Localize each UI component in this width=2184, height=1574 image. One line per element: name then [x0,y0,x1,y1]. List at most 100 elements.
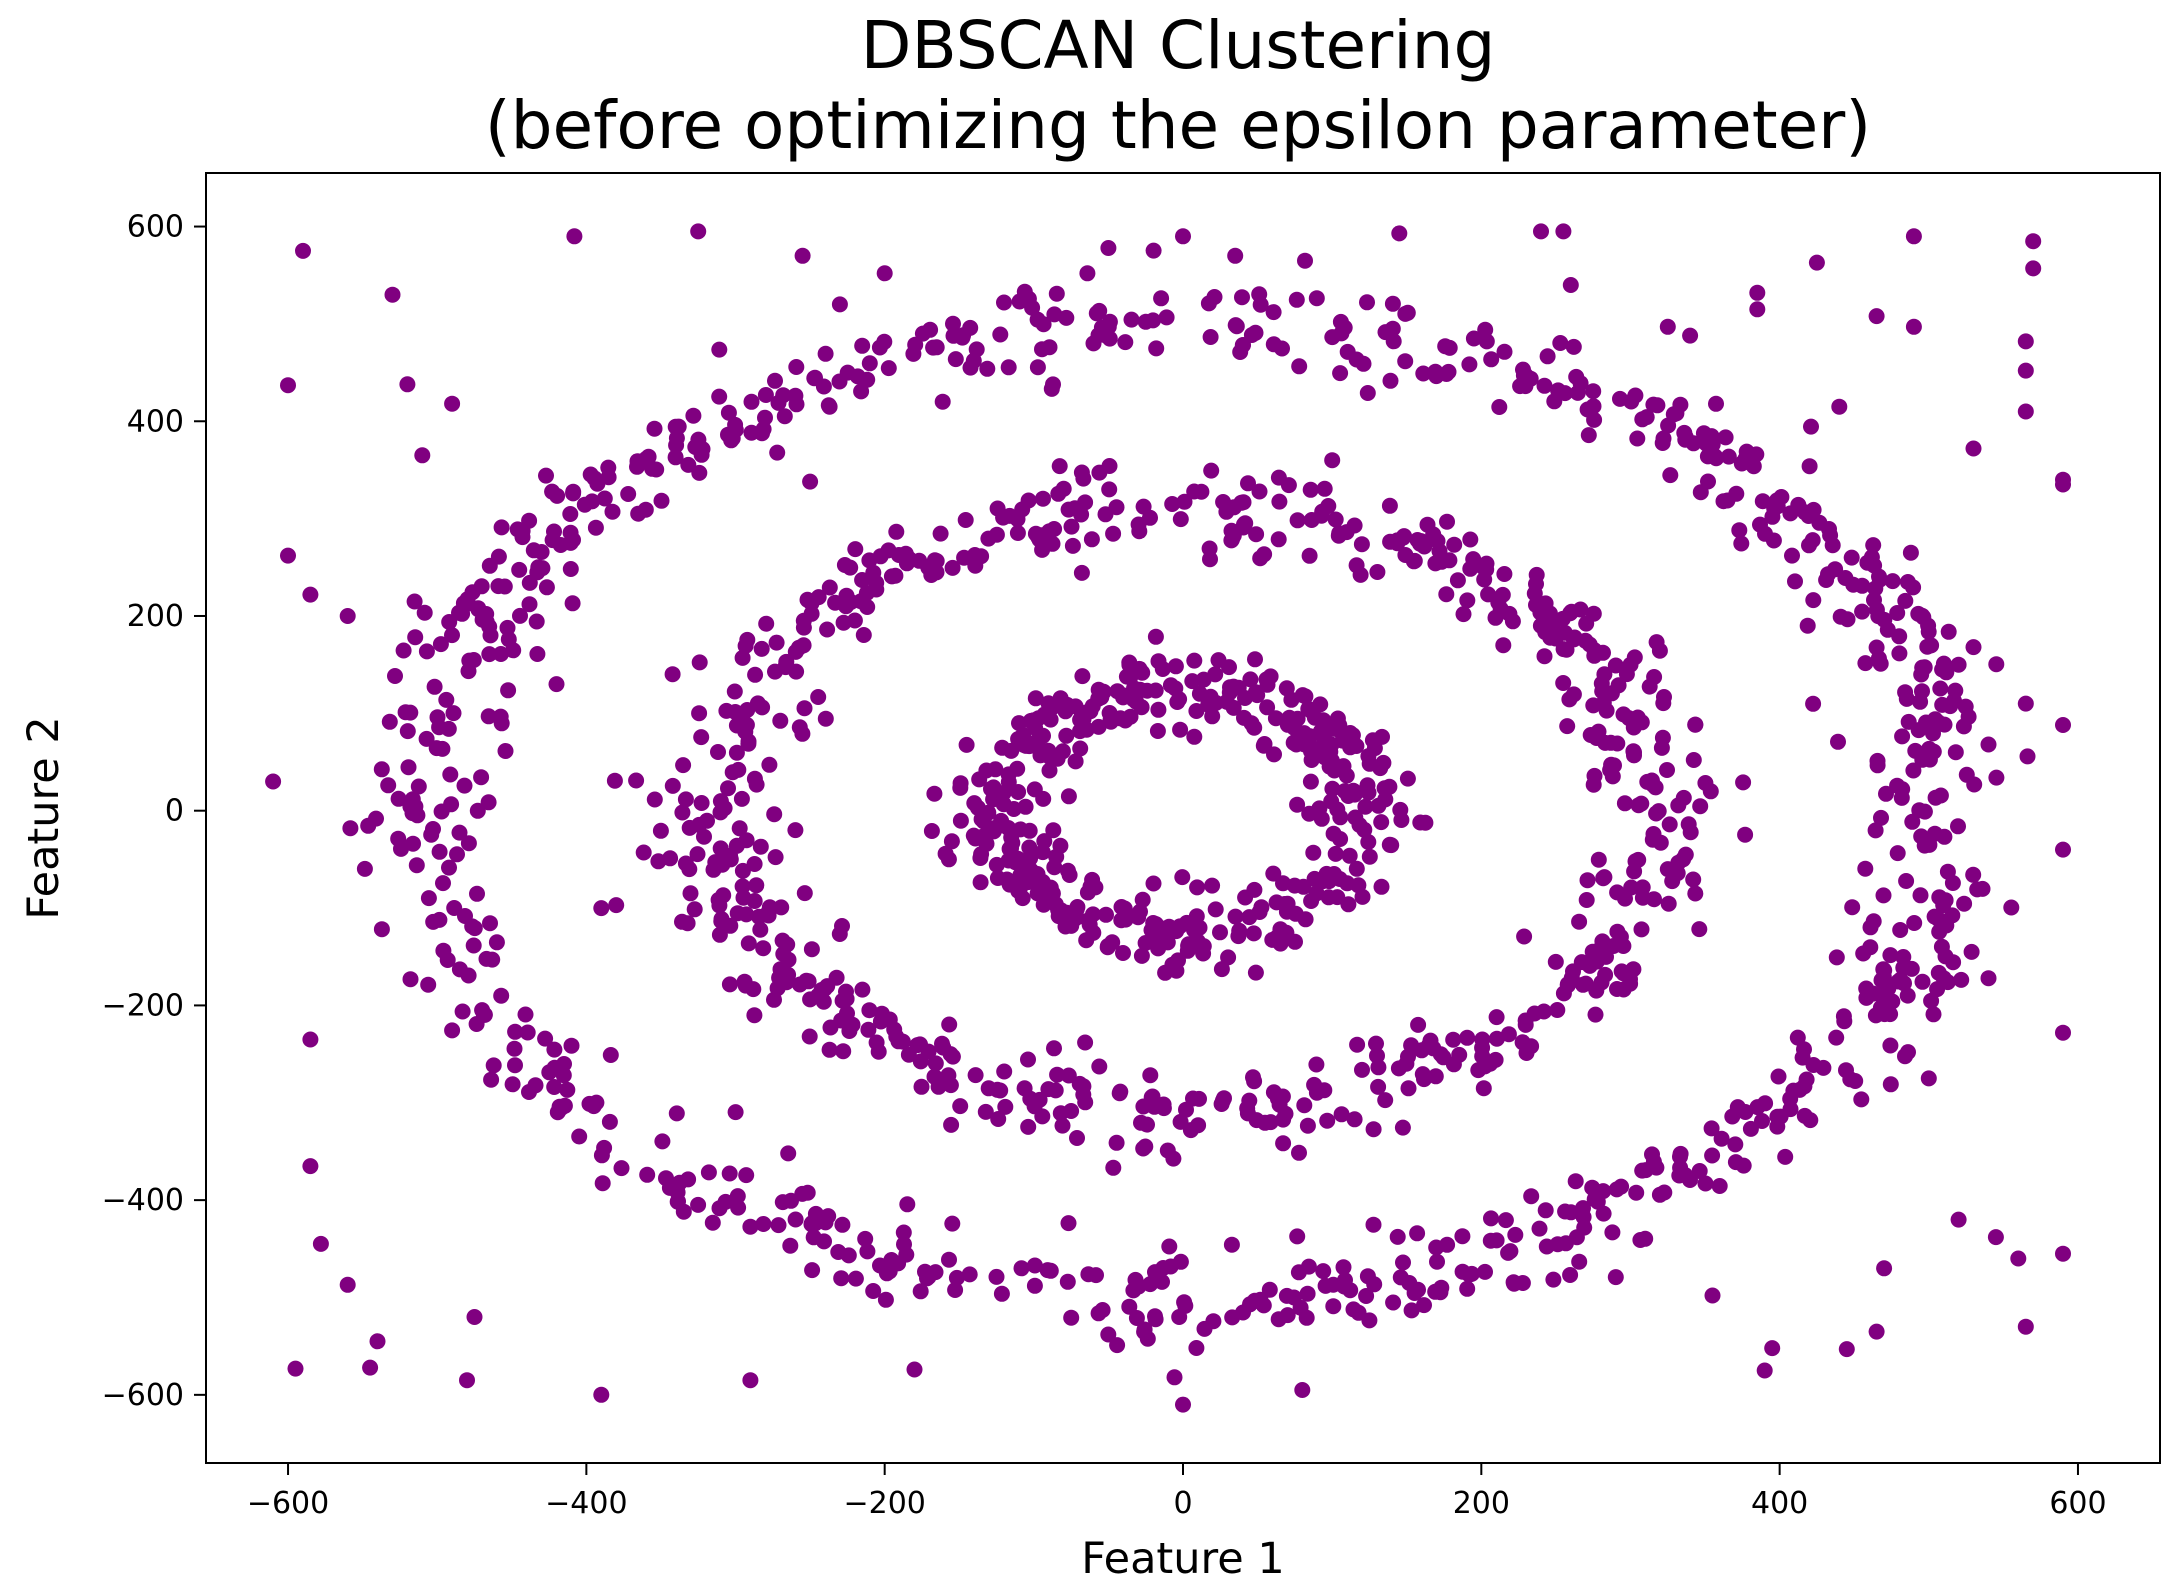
data-point [794,1185,811,1202]
data-point [1802,1112,1819,1129]
data-point [1916,803,1933,820]
data-point [1003,829,1020,846]
data-point [943,833,960,850]
data-point [1549,1002,1566,1018]
data-point [1027,690,1044,707]
data-point [1063,1103,1080,1119]
data-point [1245,925,1262,942]
data-point [972,850,989,866]
data-point [900,1046,917,1063]
data-point [418,643,435,660]
data-point [859,1243,876,1260]
data-point [1897,592,1914,609]
data-point [752,921,769,938]
data-point [1904,813,1921,830]
data-point [1060,1215,1077,1232]
data-point [1488,1009,1505,1026]
data-point [954,329,971,346]
data-point [1953,971,1970,988]
data-point [1302,773,1319,790]
data-point [1352,566,1369,583]
data-point [1072,723,1088,740]
data-point [555,1067,572,1084]
data-point [799,591,816,608]
y-tick-label: 200 [127,599,184,634]
data-point [1359,385,1376,401]
data-point [280,377,296,394]
data-point [1312,696,1329,713]
data-point [444,1022,461,1039]
data-point [1044,535,1061,552]
data-point [521,596,538,613]
data-point [1919,638,1936,655]
data-point [730,1199,747,1216]
data-point [1545,1271,1562,1288]
data-point [1537,1202,1554,1219]
data-point [1278,680,1295,697]
data-point [2055,1024,2071,1041]
data-point [947,1282,964,1298]
data-point [980,530,997,547]
data-point [1857,860,1874,877]
data-point [546,1041,563,1058]
data-point [930,1078,947,1095]
data-point [873,1005,890,1022]
data-point [435,875,451,892]
data-point [996,294,1012,311]
data-point [1361,755,1378,772]
data-point [1223,1236,1240,1253]
data-point [997,1098,1014,1115]
data-point [737,977,754,994]
data-point [1604,1224,1621,1241]
data-point [1359,1268,1376,1285]
data-point [821,1041,838,1058]
data-point [1476,571,1493,588]
data-point [876,265,893,282]
data-point [1361,848,1378,865]
data-point [1608,1181,1625,1198]
data-point [860,1021,877,1038]
data-point [1914,973,1931,990]
data-point [1876,1260,1893,1277]
data-point [1704,1147,1721,1164]
data-point [1799,617,1816,634]
data-point [1039,1262,1056,1279]
data-point [1346,517,1363,534]
data-point [990,1111,1007,1127]
data-point [1496,343,1513,360]
data-point [1828,1029,1845,1046]
data-point [602,1047,619,1063]
data-point [739,702,756,718]
data-point [836,557,853,573]
data-point [1738,443,1755,460]
data-point [787,1211,804,1228]
data-point [1064,537,1081,554]
data-point [1541,605,1558,622]
data-point [1878,785,1894,802]
data-point [2055,476,2071,493]
data-point [1571,1253,1588,1270]
data-point [796,700,813,717]
data-point [449,846,465,863]
data-point [861,355,878,372]
data-point [416,604,433,621]
data-point [710,744,726,760]
data-point [743,424,760,441]
data-point [664,666,681,683]
data-point [1278,1287,1295,1304]
data-point [1752,516,1768,533]
data-point [1042,711,1059,728]
data-point [968,341,985,358]
data-point [1186,652,1203,669]
data-point [562,561,579,577]
data-point [941,1016,958,1033]
data-point [504,1076,521,1093]
data-point [465,937,482,954]
data-point [1801,458,1818,475]
data-point [1288,291,1305,308]
data-point [1406,1285,1423,1301]
data-point [521,1084,537,1100]
data-point [682,885,699,902]
data-point [1150,653,1167,670]
data-point [1373,878,1390,895]
